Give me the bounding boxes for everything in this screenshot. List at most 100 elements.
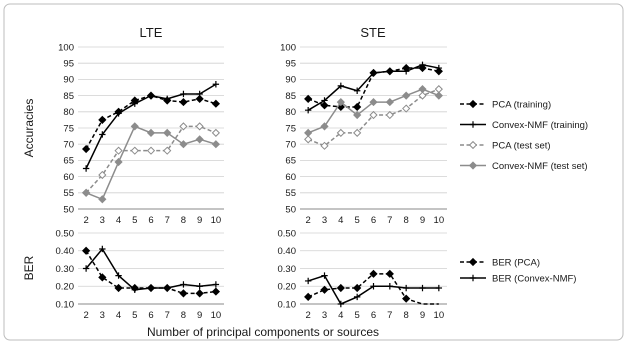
panel-lte_ber: 0.10 0.20 0.30 0.40 0.50 2 3 4 5 6 7 8 9 10 [56,228,224,321]
x-tick-label: 10 [434,310,445,321]
data-point-pca-test-set [336,128,345,137]
y-tick-label: 95 [63,59,74,70]
data-point-convex-nmf-training [321,97,328,104]
data-point-ber-convex-nmf [370,283,377,290]
data-point-pca-training [418,63,427,73]
data-point-pca-test-set [163,146,172,155]
y-tick-label: 55 [285,188,296,199]
x-tick-label: 6 [371,215,376,226]
data-point-pca-training [179,97,188,107]
legend-ber: BER (PCA) BER (Convex-NMF) [460,257,576,284]
data-point-convex-nmf-test-set [418,85,427,94]
legend-entry-convex-nmf-test-set: Convex-NMF (test set) [460,161,588,172]
y-tick-label: 70 [63,140,74,151]
y-tick-label: 0.30 [56,264,75,275]
y-tick-label: 55 [63,188,74,199]
data-point-convex-nmf-test-set [369,97,378,107]
x-tick-label: 9 [420,215,425,226]
x-tick-label: 6 [148,215,153,226]
x-tick-label: 7 [165,215,170,226]
y-tick-label: 65 [285,156,296,167]
y-tick-label: 0.20 [278,282,297,293]
legend-swatch-marker [468,140,478,150]
data-point-ber-convex-nmf [147,284,155,292]
x-tick-label: 8 [181,215,186,226]
data-point-ber-pca [179,289,188,298]
data-point-convex-nmf-test-set [82,188,91,197]
data-point-ber-convex-nmf [321,272,328,279]
legend-entry-ber-convex-nmf: BER (Convex-NMF) [460,273,576,284]
data-point-ber-convex-nmf [196,283,203,290]
data-point-ber-pca [304,292,313,302]
y-tick-label: 0.50 [278,228,297,239]
x-tick-label: 5 [132,215,137,226]
data-point-pca-training [320,101,329,110]
series-convex-nmf-test-set [304,85,443,137]
x-tick-label: 4 [116,215,121,226]
data-point-convex-nmf-training [180,90,187,98]
data-point-convex-nmf-test-set [114,157,123,167]
data-point-convex-nmf-training [196,90,203,98]
x-tick-label: 3 [100,310,105,321]
legend-label: PCA (test set) [492,140,551,151]
y-axis-label-accuracies: Accuracies [22,99,36,158]
panel-title-ste: STE [360,25,386,40]
x-tick-label: 8 [404,310,409,321]
data-point-convex-nmf-training [402,68,410,75]
panel-ste_ber: 0.10 0.20 0.30 0.40 0.50 2 3 4 5 6 7 8 9 10 [278,228,447,321]
legend-label: Convex-NMF (training) [492,120,588,131]
data-point-ber-convex-nmf [419,284,426,292]
data-point-convex-nmf-test-set [336,97,345,107]
data-point-pca-training [434,67,443,76]
x-tick-label: 2 [83,215,88,226]
legend-swatch-marker [469,274,477,282]
data-point-ber-pca [320,285,329,294]
data-point-ber-pca [402,294,411,303]
x-tick-label: 9 [420,310,425,321]
data-point-ber-pca [336,283,345,293]
y-tick-label: 65 [63,156,74,167]
data-point-pca-test-set [211,128,220,137]
series-line-ber-pca [85,250,216,295]
y-tick-label: 50 [285,204,296,215]
x-tick-label: 3 [100,215,105,226]
x-tick-label: 5 [132,310,137,321]
y-tick-label: 50 [63,204,74,215]
x-tick-label: 8 [181,310,186,321]
series-convex-nmf-test-set [82,122,220,204]
data-point-convex-nmf-test-set [353,110,362,120]
data-point-ber-convex-nmf [353,293,361,301]
y-tick-label: 90 [63,75,74,86]
data-point-pca-test-set [146,146,156,155]
legend-swatch-marker [469,121,477,128]
y-tick-label: 75 [285,123,296,134]
data-point-pca-training [195,94,204,103]
data-point-pca-test-set [320,141,329,150]
data-point-ber-pca [82,246,91,255]
data-point-convex-nmf-test-set [320,122,329,131]
legend-entry-convex-nmf-training: Convex-NMF (training) [460,120,588,131]
x-tick-label: 9 [197,310,202,321]
data-point-ber-pca [385,269,394,278]
y-tick-label: 90 [285,75,296,86]
data-point-pca-test-set [353,128,362,137]
x-tick-label: 5 [355,310,360,321]
y-tick-label: 0.10 [278,299,297,310]
y-tick-label: 85 [285,91,296,102]
legend-swatch-marker [468,257,478,267]
series-pca-test-set [82,122,220,197]
data-point-ber-pca [353,283,362,293]
data-point-convex-nmf-training [164,95,171,103]
y-tick-label: 0.20 [56,282,75,293]
legend-swatch-marker [468,161,478,170]
data-point-convex-nmf-test-set [130,122,139,131]
x-tick-label: 10 [211,215,222,226]
x-tick-label: 7 [387,215,392,226]
series-convex-nmf-training [304,61,443,114]
legend-area: PCA (training) Convex-NMF (training) PCA (… [460,99,588,284]
data-point-ber-convex-nmf [115,272,122,279]
x-tick-label: 3 [322,215,327,226]
y-axis-label-ber: BER [22,255,36,280]
y-tick-label: 75 [63,123,74,134]
legend-entry-ber-pca: BER (PCA) [460,257,540,268]
